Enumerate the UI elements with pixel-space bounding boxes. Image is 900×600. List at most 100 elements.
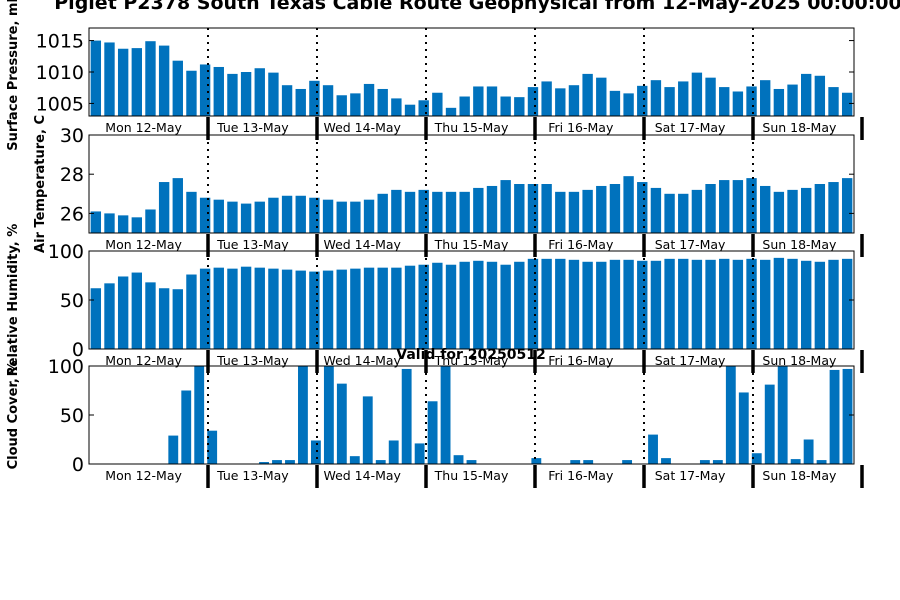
bar bbox=[527, 258, 539, 349]
bar bbox=[746, 86, 757, 116]
bar bbox=[254, 201, 265, 233]
bar bbox=[841, 258, 853, 349]
bar bbox=[199, 268, 211, 349]
bar bbox=[240, 203, 252, 233]
bar bbox=[466, 460, 477, 464]
bar bbox=[555, 191, 566, 233]
bar bbox=[440, 366, 451, 464]
bar bbox=[404, 191, 416, 233]
day-label: Mon 12-May bbox=[105, 353, 182, 368]
bar bbox=[596, 261, 607, 349]
bar bbox=[609, 90, 621, 116]
bar bbox=[117, 215, 129, 233]
bar bbox=[582, 261, 593, 349]
bar bbox=[541, 184, 552, 233]
bar bbox=[117, 48, 129, 116]
bar bbox=[90, 288, 102, 349]
day-label: Sat 17-May bbox=[655, 353, 726, 368]
bar bbox=[445, 191, 457, 233]
bar bbox=[254, 267, 265, 349]
bar bbox=[622, 460, 633, 464]
day-label: Thu 15-May bbox=[434, 120, 509, 135]
bar bbox=[186, 274, 197, 349]
bar bbox=[336, 95, 347, 116]
bar bbox=[486, 261, 498, 349]
bar bbox=[650, 187, 662, 233]
bar bbox=[637, 85, 648, 116]
bar bbox=[746, 258, 757, 349]
bar bbox=[661, 458, 671, 464]
bar bbox=[322, 85, 334, 116]
y-axis-label: Air Temperature, C bbox=[33, 115, 48, 253]
bar bbox=[268, 72, 279, 116]
bar bbox=[500, 264, 511, 349]
bar bbox=[309, 80, 320, 116]
bar bbox=[725, 366, 736, 464]
bar bbox=[773, 88, 785, 116]
bar bbox=[719, 258, 730, 349]
bar bbox=[732, 180, 744, 233]
bar bbox=[473, 187, 484, 233]
bar bbox=[609, 259, 621, 349]
day-label: Sun 18-May bbox=[762, 353, 837, 368]
bar bbox=[104, 213, 115, 233]
bar bbox=[158, 288, 170, 349]
bar bbox=[227, 73, 238, 116]
bar bbox=[418, 100, 429, 116]
bar bbox=[691, 259, 703, 349]
bar bbox=[473, 86, 484, 116]
panel-cloud-cover: 0 50 100 Mon 12-May Tue 13-May Wed 14-May Thu … bbox=[6, 356, 864, 488]
bar bbox=[609, 184, 621, 233]
bar bbox=[459, 96, 470, 116]
figure-title: Piglet P2378 South Texas Cable Route Geo… bbox=[54, 0, 900, 14]
bar bbox=[158, 45, 170, 116]
bar bbox=[199, 64, 211, 116]
bar bbox=[363, 267, 375, 349]
bar bbox=[650, 80, 662, 116]
bar bbox=[213, 267, 224, 349]
bar bbox=[787, 84, 798, 116]
bar bbox=[514, 97, 525, 116]
bar bbox=[541, 81, 552, 116]
bar bbox=[738, 392, 749, 464]
day-label: Tue 13-May bbox=[216, 237, 289, 252]
bar bbox=[310, 440, 321, 464]
bar bbox=[350, 268, 361, 349]
bar bbox=[375, 460, 386, 464]
bar bbox=[814, 75, 826, 116]
bar bbox=[678, 193, 689, 233]
bar bbox=[131, 217, 142, 233]
bar bbox=[350, 93, 361, 116]
bar bbox=[814, 261, 826, 349]
y-axis-label: Surface Pressure, mb bbox=[6, 0, 21, 151]
bar bbox=[828, 87, 839, 116]
day-label: Mon 12-May bbox=[105, 468, 182, 483]
bar bbox=[391, 267, 402, 349]
bar bbox=[117, 276, 129, 349]
bar bbox=[145, 209, 156, 233]
bar bbox=[418, 189, 429, 233]
bar bbox=[841, 92, 853, 116]
bar bbox=[691, 72, 703, 116]
y-tick-label: 30 bbox=[60, 125, 84, 147]
bar bbox=[388, 440, 399, 464]
bar bbox=[336, 269, 347, 349]
bar bbox=[131, 272, 142, 349]
bar bbox=[531, 458, 542, 464]
bar bbox=[104, 42, 115, 116]
bar bbox=[281, 85, 293, 116]
y-tick-label: 100 bbox=[48, 241, 84, 263]
bar bbox=[527, 184, 539, 233]
bar bbox=[259, 462, 269, 464]
bar bbox=[336, 201, 347, 233]
bar bbox=[377, 193, 388, 233]
bar bbox=[391, 98, 402, 116]
bar bbox=[801, 260, 812, 349]
bar bbox=[705, 77, 716, 116]
chart-panels: 1005 1010 1015 Mon 12-May Tue 13-May Wed 14-M… bbox=[6, 0, 864, 488]
bar bbox=[790, 459, 801, 464]
bar bbox=[131, 48, 142, 116]
bar bbox=[377, 88, 388, 116]
bar bbox=[227, 268, 238, 349]
bar bbox=[213, 66, 224, 116]
